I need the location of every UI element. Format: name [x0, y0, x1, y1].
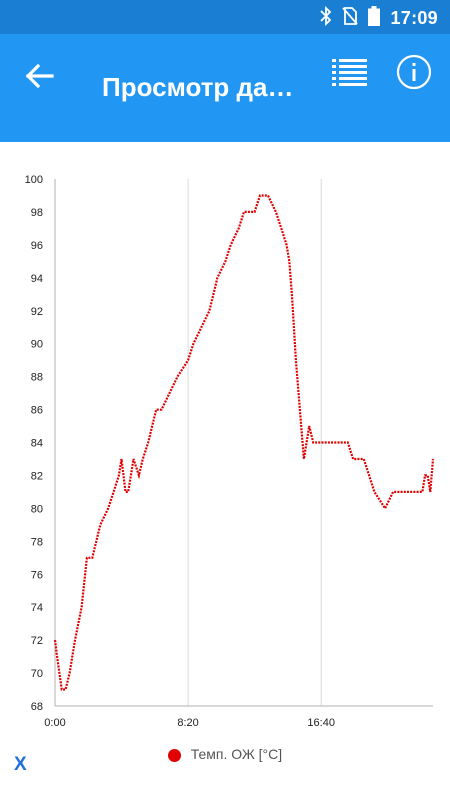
no-sim-icon [342, 6, 359, 31]
status-time: 17:09 [390, 8, 438, 28]
chart: 68 70 72 74 76 78 80 82 84 86 88 90 92 94 96 98 100 0:00 8… [0, 142, 450, 762]
x-tick-label: 0:00 [44, 717, 65, 729]
status-bar: 17:09 [0, 0, 450, 34]
y-tick-label: 82 [31, 470, 43, 482]
list-icon [332, 59, 368, 92]
info-icon [396, 54, 432, 94]
y-tick-label: 80 [31, 503, 43, 515]
chart-legend: Темп. ОЖ [°C] [0, 746, 450, 762]
y-tick-label: 86 [31, 405, 43, 417]
info-button[interactable] [396, 54, 432, 90]
series-line [53, 194, 435, 691]
y-tick-label: 94 [31, 273, 43, 285]
y-tick-label: 68 [31, 701, 43, 713]
x-tick-label: 8:20 [177, 717, 198, 729]
page-title: Просмотр да… [102, 72, 294, 102]
app-bar: Просмотр да… [0, 34, 450, 142]
bluetooth-icon [320, 5, 332, 31]
axis-layer: 68 70 72 74 76 78 80 82 84 86 88 90 92 94 96 98 100 0:00 8… [25, 174, 433, 729]
battery-icon [368, 6, 381, 31]
arrow-back-icon [22, 63, 58, 98]
legend-label: Темп. ОЖ [°C] [190, 746, 283, 762]
y-tick-label: 72 [31, 635, 43, 647]
y-tick-label: 90 [31, 339, 43, 351]
y-tick-label: 76 [31, 569, 43, 581]
status-icons: 17:09 [320, 5, 438, 31]
y-tick-label: 70 [31, 668, 43, 680]
legend-color-dot [167, 748, 181, 762]
list-button[interactable] [332, 58, 368, 88]
x-tick-label: 16:40 [307, 717, 335, 729]
y-tick-label: 88 [31, 372, 43, 384]
y-tick-label: 96 [31, 240, 43, 252]
y-tick-label: 78 [31, 536, 43, 548]
chart-svg: 68 70 72 74 76 78 80 82 84 86 88 90 92 94 96 98 100 0:00 8… [25, 174, 435, 729]
back-button[interactable] [22, 58, 58, 94]
series-layer [53, 194, 435, 691]
y-tick-label: 98 [31, 207, 43, 219]
y-tick-label: 84 [31, 438, 43, 450]
y-tick-label: 74 [31, 602, 43, 614]
y-tick-label: 92 [31, 306, 43, 318]
y-tick-label: 100 [25, 174, 43, 186]
grid-layer [187, 179, 322, 706]
close-button[interactable]: X [14, 754, 27, 775]
